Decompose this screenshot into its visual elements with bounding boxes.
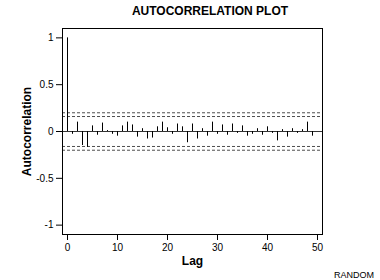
svg-text:10: 10	[112, 242, 124, 253]
html-text:RANDOM: RANDOM	[334, 270, 374, 280]
svg-text:Lag: Lag	[182, 254, 203, 268]
svg-text:40: 40	[262, 242, 274, 253]
svg-text:Autocorrelation: Autocorrelation	[20, 87, 34, 176]
svg-text:0: 0	[48, 126, 54, 137]
svg-text:50: 50	[312, 242, 324, 253]
svg-text:-1: -1	[45, 219, 54, 230]
svg-text:-0.5: -0.5	[36, 173, 54, 184]
svg-text:0: 0	[65, 242, 71, 253]
svg-text:1: 1	[48, 32, 54, 43]
svg-text:30: 30	[212, 242, 224, 253]
svg-text:0.5: 0.5	[40, 79, 54, 90]
svg-text:20: 20	[162, 242, 174, 253]
html-text:AUTOCORRELATION PLOT: AUTOCORRELATION PLOT	[131, 4, 289, 18]
